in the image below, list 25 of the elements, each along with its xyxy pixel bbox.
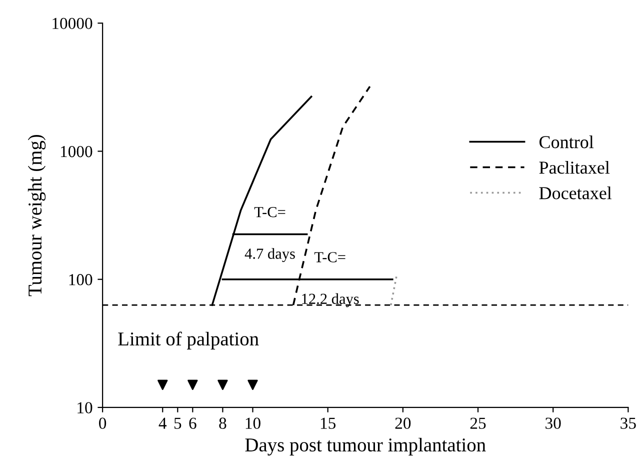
ref-line-label: Limit of palpation [118,332,259,350]
x-tick-label: 5 [174,418,182,429]
x-tick-label: 10 [246,418,260,429]
x-tick-label: 0 [99,418,106,429]
y-tick-label: 10000 [52,18,92,30]
x-tick-label: 20 [395,418,411,429]
annotation: T-C= [254,206,286,218]
x-axis-title: Days post tumour implantation [245,438,486,456]
y-tick-label: 100 [69,274,92,286]
x-tick-label: 30 [546,418,561,429]
legend-label: Docetaxel [539,186,612,200]
y-tick-label: 1000 [60,146,92,158]
annotation: 12.2 days [302,293,359,308]
y-tick-label: 10 [78,402,92,414]
x-tick-label: 8 [219,418,226,429]
annotation: T-C= [314,252,346,262]
y-axis-title: Tumour weight (mg) [28,134,46,296]
annotation: 4.7 days [244,248,295,262]
legend-label: Control [539,136,594,148]
legend-label: Paclitaxel [539,161,610,174]
x-tick-label: 6 [189,418,196,429]
x-tick-label: 35 [620,418,636,429]
x-tick-label: 4 [158,418,167,429]
x-tick-label: 15 [320,418,336,429]
x-tick-label: 25 [470,418,486,429]
